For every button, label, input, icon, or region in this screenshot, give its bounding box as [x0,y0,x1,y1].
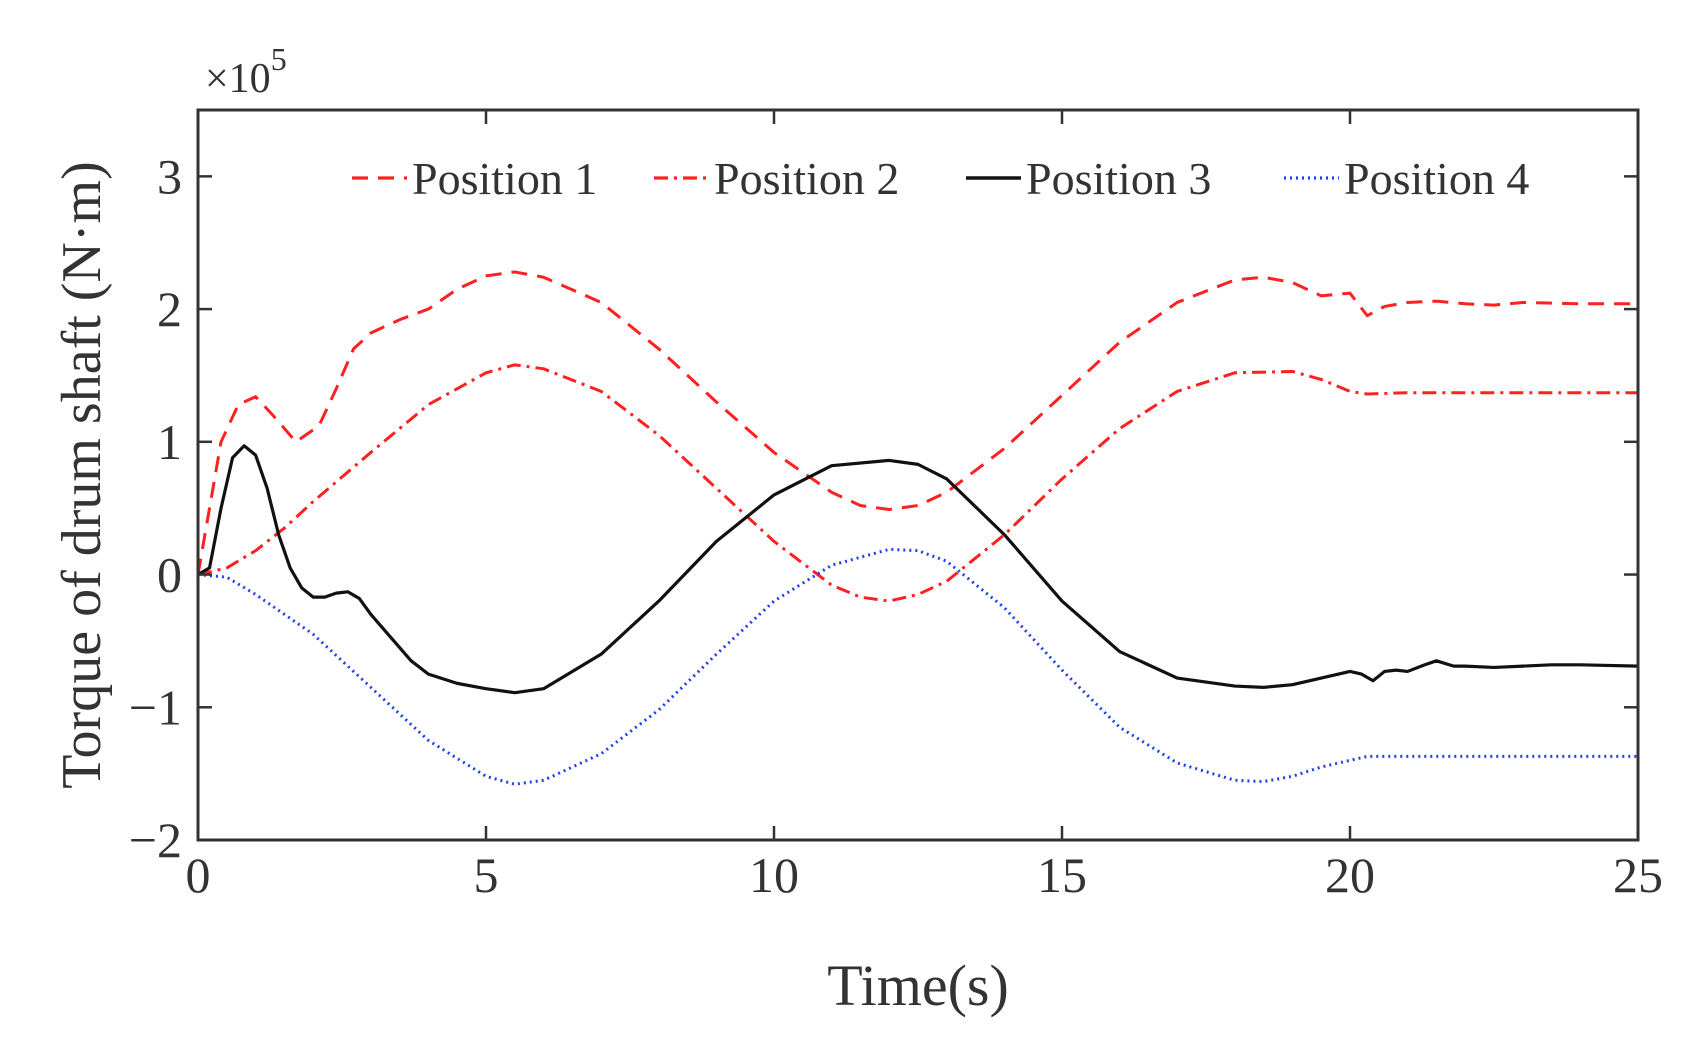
series-line-3 [198,444,1638,695]
x-tick-label: 15 [1037,847,1087,903]
x-tick-label: 5 [474,847,499,903]
y-tick-label: −1 [129,679,182,735]
tick-layer: 0 5 10 15 20 25 −2 −1 0 1 2 3 [129,110,1663,903]
x-tick-label: 0 [186,847,211,903]
x-tick-label: 10 [749,847,799,903]
legend-label-1: Position 1 [412,153,597,204]
y-tick-label: 3 [157,148,182,204]
y-tick-label: −2 [129,812,182,868]
series-line-4 [198,547,1638,786]
y-tick-label: 0 [157,547,182,603]
legend-label-2: Position 2 [714,153,899,204]
legend-label-3: Position 3 [1026,153,1211,204]
y-tick-label: 1 [157,414,182,470]
y-exponent-power: 5 [271,41,287,77]
legend: Position 1 Position 2 Position 3 Position 4 [352,153,1529,204]
y-axis-label: Torque of drum shaft (N·m) [51,161,113,788]
x-tick-label: 25 [1613,847,1663,903]
y-exponent-label: ×105 [205,41,287,102]
series-layer [198,270,1638,786]
x-axis-label: Time(s) [827,953,1009,1018]
series-line-2 [198,363,1638,603]
plot-frame [196,108,1640,842]
y-tick-label: 2 [157,281,182,337]
series-line-1 [198,270,1638,575]
x-tick-label: 20 [1325,847,1375,903]
legend-label-4: Position 4 [1344,153,1529,204]
y-exponent-base: ×10 [205,56,271,102]
